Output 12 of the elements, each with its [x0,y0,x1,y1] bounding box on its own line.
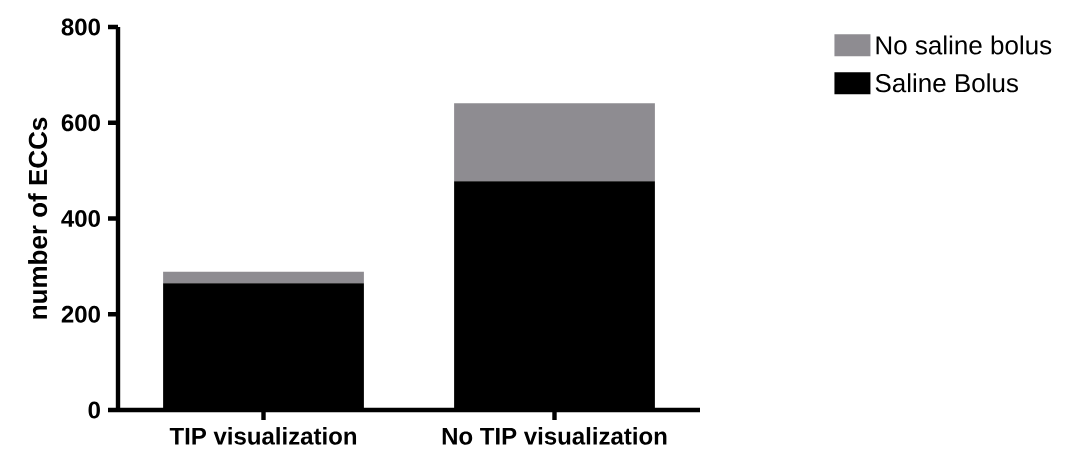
x-tick-label: No TIP visualization [442,427,667,445]
bar [163,271,364,284]
y-tick-label: 200 [61,305,100,323]
bar [454,103,655,182]
y-tick-label: 800 [61,18,100,36]
y-axis-title: number of ECCs [28,117,48,319]
y-tick-label: 600 [61,114,100,132]
legend-label: No saline bolus [876,35,1052,55]
y-tick-label: 0 [88,401,100,419]
y-tick-label: 400 [61,210,100,227]
legend-label: Saline Bolus [875,73,1018,93]
x-tick-label: TIP visualization [169,427,357,445]
